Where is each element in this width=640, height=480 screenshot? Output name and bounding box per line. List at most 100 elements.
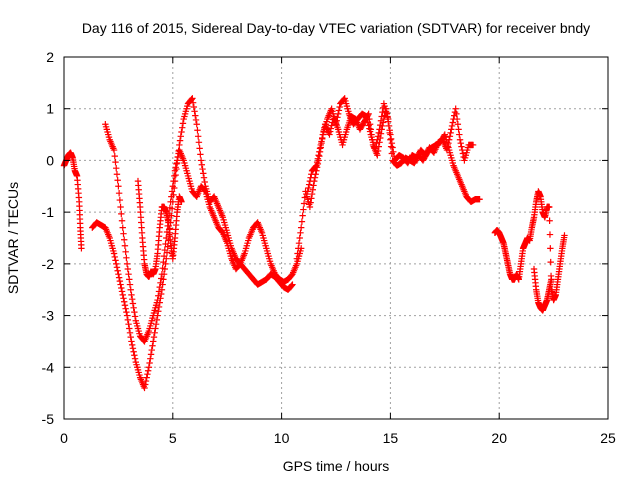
y-tick-label: -1 xyxy=(42,204,55,220)
data-point xyxy=(455,126,462,133)
data-point xyxy=(159,264,166,272)
data-point xyxy=(117,281,124,288)
data-point xyxy=(453,110,460,118)
data-point xyxy=(317,141,324,149)
data-point xyxy=(295,239,303,247)
data-point xyxy=(120,295,127,302)
data-point xyxy=(319,134,326,142)
data-point xyxy=(121,302,129,309)
axis-ticks: 0 5 10 15 20 25 -5 -4 -3 -2 -1 0 1 2 xyxy=(42,49,616,446)
data-point xyxy=(295,245,302,252)
data-point xyxy=(126,281,134,288)
y-tick-label: -4 xyxy=(42,359,55,375)
data-point xyxy=(377,130,385,137)
data-point xyxy=(309,186,316,193)
data-point xyxy=(119,291,126,299)
data-point xyxy=(297,229,304,237)
y-tick-label: -2 xyxy=(42,256,55,272)
data-point xyxy=(547,245,554,252)
data-point xyxy=(129,345,137,352)
data-point xyxy=(170,177,177,185)
x-tick-label: 10 xyxy=(274,430,290,446)
data-point xyxy=(128,341,136,349)
data-point xyxy=(121,236,128,243)
data-point xyxy=(129,300,137,307)
data-point xyxy=(365,122,372,129)
data-point xyxy=(380,115,388,123)
data-point xyxy=(374,152,381,159)
data-point xyxy=(377,134,384,142)
data-point xyxy=(307,199,314,206)
data-point xyxy=(326,131,333,138)
data-point xyxy=(172,171,179,179)
data-point xyxy=(299,212,306,219)
data-point xyxy=(298,218,306,225)
y-tick-label: -3 xyxy=(42,308,55,324)
data-point xyxy=(154,296,161,304)
series-track-f xyxy=(304,105,477,195)
data-point xyxy=(131,352,138,359)
data-point xyxy=(122,248,129,255)
data-point xyxy=(387,131,394,138)
data-point xyxy=(191,108,198,115)
data-point xyxy=(179,120,187,127)
data-point xyxy=(152,325,159,332)
data-point xyxy=(305,184,312,192)
data-point xyxy=(130,304,137,312)
data-point xyxy=(125,271,132,278)
data-point xyxy=(367,126,375,133)
data-point xyxy=(128,291,135,299)
data-point xyxy=(113,264,121,271)
data-point xyxy=(308,171,315,178)
data-point xyxy=(366,125,373,132)
data-point xyxy=(199,165,206,173)
data-point xyxy=(546,203,553,211)
data-point xyxy=(167,198,174,205)
data-point xyxy=(336,103,343,111)
data-point xyxy=(113,260,120,268)
data-point xyxy=(447,129,454,137)
data-point xyxy=(171,167,179,174)
data-point xyxy=(313,158,321,166)
data-point xyxy=(366,115,373,123)
data-point xyxy=(111,253,118,261)
data-point xyxy=(289,281,296,288)
data-point xyxy=(440,132,448,140)
data-point xyxy=(145,364,153,371)
data-point xyxy=(366,121,374,128)
data-point xyxy=(189,99,197,106)
data-point xyxy=(318,138,325,145)
data-point xyxy=(163,234,170,242)
data-point xyxy=(112,257,119,264)
data-point xyxy=(316,145,324,152)
data-point xyxy=(113,171,121,178)
data-point xyxy=(456,136,464,143)
data-point xyxy=(128,338,135,345)
data-point xyxy=(293,255,301,262)
data-point xyxy=(114,177,121,184)
data-point xyxy=(124,316,132,324)
data-point xyxy=(365,110,372,118)
data-point xyxy=(373,139,380,147)
data-point xyxy=(194,133,202,140)
data-point xyxy=(144,367,152,374)
data-point xyxy=(123,308,130,316)
data-point xyxy=(131,308,138,316)
data-point xyxy=(561,232,568,239)
data-point xyxy=(148,346,155,354)
data-point xyxy=(376,139,383,146)
data-point xyxy=(155,288,163,295)
data-points xyxy=(60,95,568,392)
data-point xyxy=(122,305,129,312)
data-point xyxy=(315,152,322,159)
data-point xyxy=(546,217,553,224)
data-point xyxy=(379,122,386,130)
data-point xyxy=(115,274,123,281)
data-point xyxy=(288,282,295,289)
data-point xyxy=(387,143,395,150)
data-point xyxy=(306,203,314,211)
data-point xyxy=(469,141,477,149)
data-point xyxy=(127,333,134,341)
data-point xyxy=(327,125,335,132)
